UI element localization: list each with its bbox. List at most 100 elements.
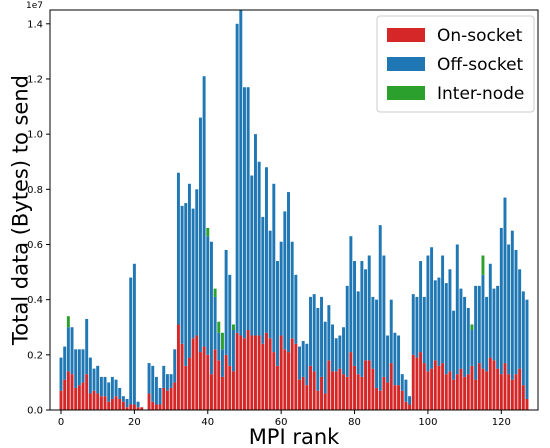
bar-segment-on-socket-rank-55 — [261, 343, 265, 410]
bar-segment-on-socket-rank-65 — [298, 379, 301, 410]
bar-segment-off-socket-rank-47 — [231, 330, 235, 372]
bar-segment-on-socket-rank-67 — [305, 385, 309, 410]
bar-segment-on-socket-rank-2 — [66, 371, 70, 410]
bar-segment-inter-node-rank-42 — [213, 288, 217, 297]
bar-segment-off-socket-rank-85 — [371, 296, 375, 369]
bar-segment-on-socket-rank-6 — [81, 382, 85, 410]
bar-segment-on-socket-rank-91 — [393, 385, 397, 410]
bar-segment-on-socket-rank-76 — [338, 368, 342, 410]
bar-segment-on-socket-rank-36 — [191, 338, 195, 410]
bar-segment-on-socket-rank-80 — [353, 365, 357, 410]
bar-segment-on-socket-rank-120 — [499, 374, 503, 410]
bar-segment-off-socket-rank-125 — [518, 269, 522, 369]
bar-segment-on-socket-rank-40 — [206, 354, 210, 410]
bar-segment-on-socket-rank-81 — [356, 374, 360, 410]
y-tick-label: 0.0 — [27, 406, 43, 417]
bar-segment-off-socket-rank-53 — [254, 134, 257, 336]
bar-segment-on-socket-rank-39 — [202, 346, 206, 410]
bar-segment-on-socket-rank-115 — [481, 368, 485, 410]
bar-segment-on-socket-rank-75 — [334, 371, 338, 410]
bar-segment-off-socket-rank-45 — [224, 250, 228, 355]
bar-segment-off-socket-rank-127 — [525, 299, 529, 399]
bar-segment-off-socket-rank-76 — [338, 335, 342, 369]
bar-segment-off-socket-rank-94 — [404, 379, 408, 402]
bar-segment-on-socket-rank-118 — [492, 360, 496, 410]
bar-segment-off-socket-rank-98 — [419, 261, 423, 353]
bar-segment-off-socket-rank-89 — [386, 335, 390, 383]
bar-segment-off-socket-rank-57 — [268, 230, 272, 339]
bar-segment-off-socket-rank-61 — [283, 211, 287, 350]
bar-segment-on-socket-rank-113 — [474, 379, 478, 410]
bar-segment-on-socket-rank-78 — [345, 376, 349, 410]
bar-segment-off-socket-rank-101 — [430, 247, 434, 369]
legend-swatch-inter-node — [387, 86, 425, 100]
bar-segment-on-socket-rank-114 — [477, 363, 481, 410]
bar-segment-off-socket-rank-14 — [110, 376, 114, 399]
bar-segment-off-socket-rank-70 — [316, 307, 320, 391]
bar-segment-on-socket-rank-108 — [455, 374, 459, 410]
bar-segment-on-socket-rank-94 — [404, 401, 408, 410]
bar-segment-on-socket-rank-8 — [88, 393, 92, 410]
bar-segment-off-socket-rank-103 — [437, 277, 441, 366]
bar-segment-off-socket-rank-16 — [118, 387, 122, 399]
bar-segment-on-socket-rank-15 — [114, 396, 118, 410]
bar-segment-off-socket-rank-62 — [287, 192, 290, 353]
bar-segment-off-socket-rank-111 — [466, 307, 470, 375]
bar-segment-off-socket-rank-116 — [485, 296, 489, 372]
bar-segment-off-socket-rank-122 — [507, 244, 511, 375]
bar-segment-on-socket-rank-11 — [99, 396, 103, 410]
bar-segment-off-socket-rank-99 — [422, 296, 426, 364]
bar-segment-on-socket-rank-41 — [209, 374, 213, 410]
bar-segment-on-socket-rank-101 — [430, 368, 434, 410]
bar-segment-on-socket-rank-93 — [400, 390, 404, 410]
bar-segment-on-socket-rank-103 — [437, 365, 441, 410]
bar-segment-on-socket-rank-29 — [165, 390, 169, 410]
bar-segment-off-socket-rank-20 — [132, 263, 136, 405]
bar-segment-off-socket-rank-80 — [353, 261, 357, 366]
bar-segment-on-socket-rank-77 — [342, 374, 346, 410]
bar-segment-on-socket-rank-35 — [187, 357, 191, 410]
bar-segment-off-socket-rank-100 — [426, 255, 430, 372]
bar-segment-off-socket-rank-33 — [180, 205, 184, 344]
bar-segment-off-socket-rank-84 — [367, 255, 371, 361]
bar-segment-off-socket-rank-75 — [334, 338, 338, 372]
bar-segment-on-socket-rank-64 — [294, 343, 298, 410]
bar-segment-on-socket-rank-99 — [422, 363, 426, 410]
bar-segment-on-socket-rank-123 — [510, 379, 514, 410]
bar-segment-off-socket-rank-9 — [92, 368, 96, 391]
bar-segment-on-socket-rank-43 — [217, 360, 221, 410]
bar-segment-off-socket-rank-52 — [250, 175, 254, 336]
bar-segment-on-socket-rank-98 — [419, 352, 423, 410]
x-tick-label: 120 — [492, 417, 511, 428]
bar-segment-off-socket-rank-79 — [349, 236, 353, 353]
bar-segment-off-socket-rank-93 — [400, 374, 404, 391]
bar-segment-off-socket-rank-13 — [107, 382, 111, 402]
bar-segment-off-socket-rank-104 — [441, 255, 445, 364]
bar-segment-off-socket-rank-4 — [74, 349, 78, 388]
bar-segment-off-socket-rank-19 — [129, 277, 133, 405]
bar-segment-off-socket-rank-12 — [103, 376, 107, 397]
bar-segment-on-socket-rank-112 — [470, 365, 474, 410]
bar-segment-off-socket-rank-114 — [477, 285, 481, 364]
bar-segment-on-socket-rank-4 — [74, 387, 78, 410]
bar-segment-on-socket-rank-46 — [228, 365, 232, 410]
bar-segment-off-socket-rank-82 — [360, 261, 364, 377]
legend-swatch-on-socket — [387, 28, 425, 42]
bar-segment-on-socket-rank-73 — [327, 360, 331, 410]
bar-segment-off-socket-rank-108 — [455, 244, 459, 375]
bar-segment-off-socket-rank-36 — [191, 208, 195, 339]
bar-segment-off-socket-rank-65 — [298, 346, 301, 380]
bar-segment-off-socket-rank-1 — [63, 346, 67, 380]
bar-segment-on-socket-rank-14 — [110, 398, 114, 410]
x-tick-label: 20 — [128, 417, 141, 428]
y-axis-ticks: 0.0 0.2 0.4 0.6 0.8 1.0 1.2 1.4 — [27, 19, 50, 417]
bar-segment-on-socket-rank-21 — [136, 407, 140, 410]
bar-segment-off-socket-rank-126 — [521, 291, 525, 386]
bar-segment-on-socket-rank-25 — [151, 401, 155, 410]
bar-segment-off-socket-rank-5 — [77, 349, 81, 386]
y-tick-label: 1.4 — [27, 19, 43, 30]
bar-segment-on-socket-rank-102 — [433, 360, 437, 410]
bar-segment-off-socket-rank-37 — [195, 189, 199, 336]
x-tick-label: 80 — [348, 417, 361, 428]
bar-segment-on-socket-rank-58 — [272, 352, 276, 410]
